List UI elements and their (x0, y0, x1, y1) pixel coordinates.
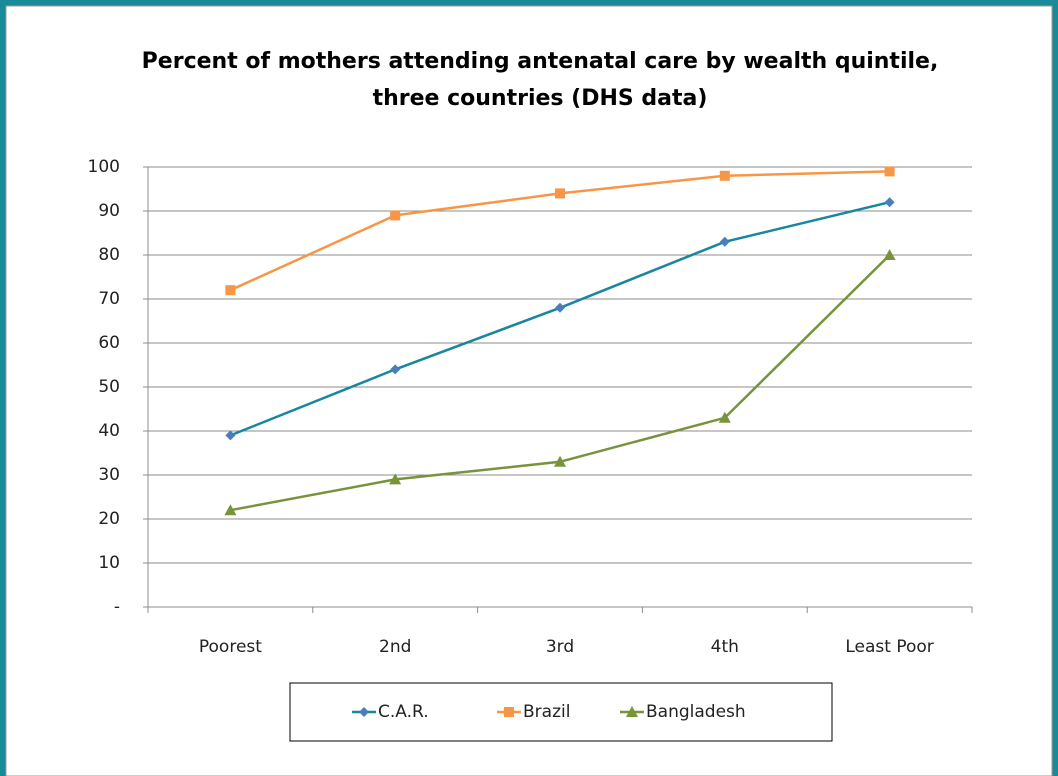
legend-marker (626, 706, 638, 717)
x-tick-label: Poorest (199, 637, 262, 657)
y-tick-label: 40 (98, 421, 120, 441)
data-point (389, 473, 402, 485)
y-tick-label: 90 (98, 201, 120, 221)
y-tick-label: 50 (98, 377, 120, 397)
data-point (390, 364, 401, 375)
x-tick-label: 3rd (546, 637, 574, 657)
legend-label: Brazil (523, 702, 570, 722)
data-point (554, 455, 566, 467)
data-point (884, 197, 895, 208)
y-tick-label: 70 (98, 289, 120, 309)
y-tick-label: 30 (98, 465, 120, 485)
legend-label: C.A.R. (378, 702, 429, 722)
data-point (883, 249, 896, 260)
legend-box (289, 682, 833, 742)
y-tick-label: 100 (88, 157, 120, 177)
data-point (718, 411, 731, 423)
y-tick-label: - (114, 597, 120, 617)
x-tick-label: 2nd (379, 637, 411, 657)
data-point (719, 170, 730, 181)
data-point (555, 302, 565, 313)
y-tick-label: 60 (98, 333, 120, 353)
chart-area (5, 5, 1053, 776)
y-tick-label: 80 (98, 245, 120, 265)
data-point (225, 430, 236, 441)
data-point (225, 285, 236, 296)
chart-title: Percent of mothers attending antenatal c… (142, 49, 939, 74)
legend-marker (504, 707, 514, 717)
data-point (224, 504, 237, 516)
data-point (884, 166, 895, 177)
legend-label: Bangladesh (646, 702, 746, 722)
x-tick-label: 4th (711, 637, 739, 657)
data-point (719, 236, 730, 247)
data-point (390, 210, 401, 221)
y-tick-label: 20 (98, 509, 120, 529)
data-point (555, 188, 565, 199)
y-tick-label: 10 (98, 553, 120, 573)
legend-marker (359, 707, 369, 717)
chart-title: three countries (DHS data) (373, 86, 708, 111)
x-tick-label: Least Poor (845, 637, 933, 657)
